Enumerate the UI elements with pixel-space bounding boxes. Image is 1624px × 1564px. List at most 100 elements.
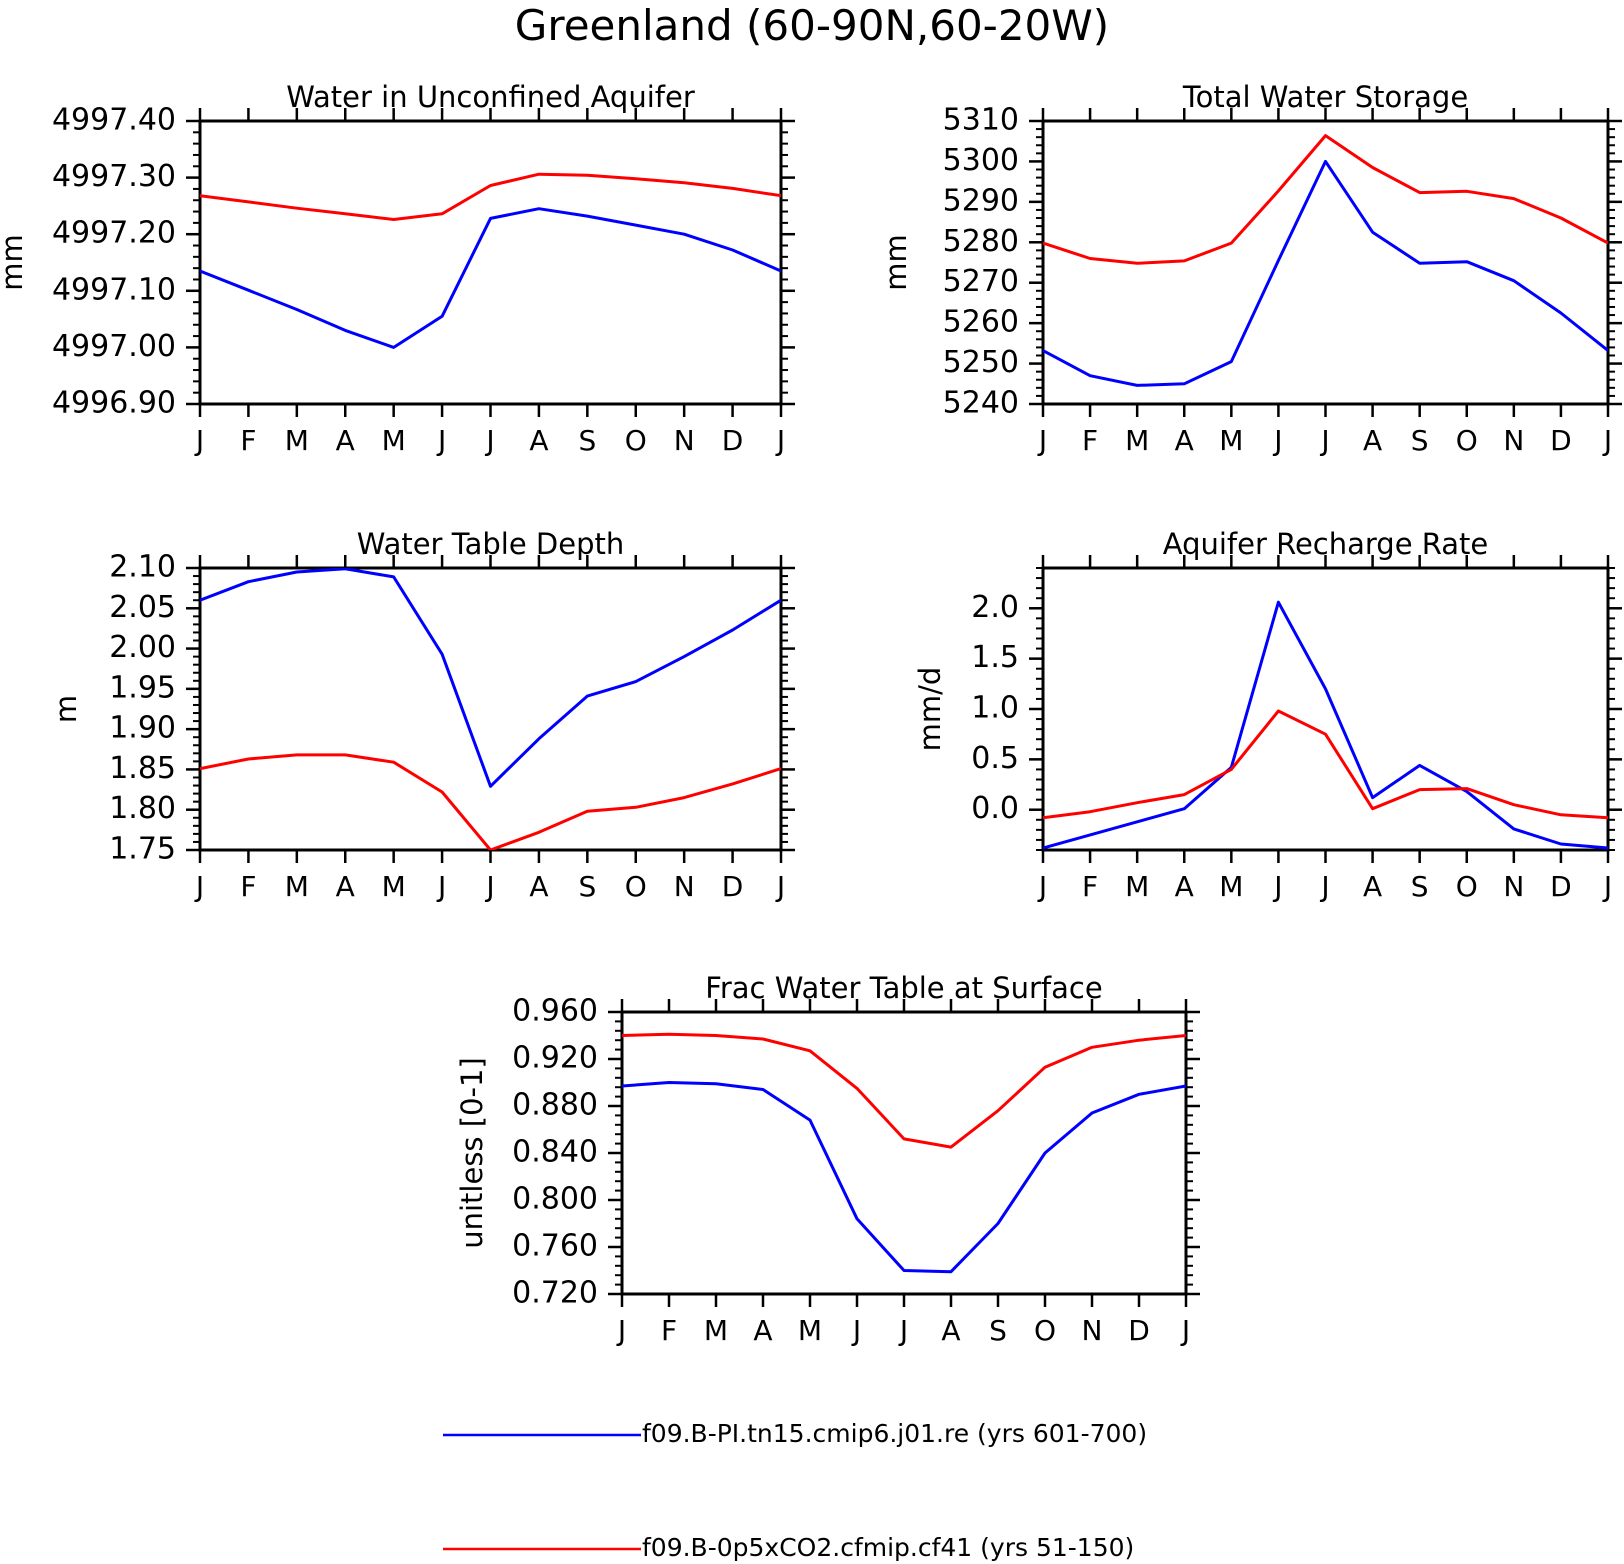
x-tick-label: N [1503,870,1524,903]
x-tick-label: F [661,1314,677,1347]
x-tick-label: J [1602,870,1612,903]
y-tick-label: 2.05 [109,590,176,625]
plot-frame [620,1010,1188,1296]
x-tick-label: J [484,870,494,903]
legend-item-1: f09.B-PI.tn15.cmip6.j01.re (yrs 601-700) [443,1419,1147,1448]
x-tick-label: D [1128,1314,1150,1347]
x-tick-label: S [578,424,596,457]
plot-frame [198,119,783,406]
series-line-1 [622,1081,1186,1274]
legend: f09.B-PI.tn15.cmip6.j01.re (yrs 601-700)… [443,1419,1147,1562]
x-tick-label: J [775,870,785,903]
x-tick-label: M [285,424,309,457]
x-tick-label: F [240,870,256,903]
x-tick-label: O [1456,870,1478,903]
series-line-1 [1043,600,1608,850]
y-axis-label: mm [0,234,29,291]
y-tick-label: 1.0 [971,691,1019,726]
x-tick-label: A [529,870,548,903]
y-axis-label: mm [879,234,913,291]
x-tick-label: A [1175,424,1194,457]
y-tick-label: 2.10 [109,550,176,585]
y-tick-label: 0.0 [971,791,1019,826]
legend-label: f09.B-0p5xCO2.cfmip.cf41 (yrs 51-150) [642,1533,1134,1562]
y-tick-label: 0.840 [512,1135,598,1170]
y-tick-label: 5290 [943,183,1019,218]
x-tick-label: A [1363,870,1382,903]
x-tick-label: N [1082,1314,1103,1347]
x-tick-label: M [1219,424,1243,457]
x-tick-label: J [1272,870,1282,903]
y-axis-label: m [49,695,83,723]
y-tick-label: 1.5 [971,640,1019,675]
x-tick-label: N [674,424,695,457]
x-tick-label: J [1272,424,1282,457]
x-tick-label: M [382,870,406,903]
figure-title: Greenland (60-90N,60-20W) [515,1,1109,50]
x-tick-label: J [436,870,446,903]
y-tick-label: 0.800 [512,1182,598,1217]
series-line-2 [1043,709,1608,820]
y-tick-label: 2.0 [971,590,1019,625]
x-tick-label: A [1175,870,1194,903]
series-line-1 [1043,159,1608,387]
x-tick-label: F [240,424,256,457]
x-tick-label: M [704,1314,728,1347]
y-tick-label: 1.75 [109,832,176,867]
x-tick-label: J [775,424,785,457]
y-tick-label: 5270 [943,264,1019,299]
x-tick-label: A [1363,424,1382,457]
x-tick-label: M [285,870,309,903]
x-tick-label: J [194,424,204,457]
x-tick-label: D [1550,424,1572,457]
y-tick-label: 4997.20 [52,216,176,251]
y-tick-label: 1.90 [109,711,176,746]
x-tick-label: J [1602,424,1612,457]
x-tick-label: O [625,870,647,903]
plot-frame [198,566,783,852]
series-line-2 [200,172,781,221]
y-tick-label: 5250 [943,345,1019,380]
y-tick-label: 4997.10 [52,272,176,307]
x-tick-label: M [1125,870,1149,903]
series-line-1 [200,568,781,788]
x-tick-label: A [529,424,548,457]
y-tick-label: 4997.00 [52,329,176,364]
y-axis-label: mm/d [913,667,947,752]
x-tick-label: A [336,870,355,903]
x-tick-label: O [1456,424,1478,457]
y-tick-label: 1.80 [109,791,176,826]
x-tick-label: N [674,870,695,903]
x-tick-label: J [1319,424,1329,457]
legend-label: f09.B-PI.tn15.cmip6.j01.re (yrs 601-700) [642,1419,1147,1448]
x-tick-label: S [578,870,596,903]
series-line-2 [1043,134,1608,265]
y-tick-label: 4997.40 [52,103,176,138]
x-tick-label: S [1411,870,1429,903]
x-tick-label: M [382,424,406,457]
x-tick-label: J [851,1314,861,1347]
y-tick-label: 0.920 [512,1041,598,1076]
x-tick-label: A [753,1314,772,1347]
x-tick-label: J [898,1314,908,1347]
y-tick-label: 5310 [943,103,1019,138]
x-tick-label: D [1550,870,1572,903]
x-tick-label: A [941,1314,960,1347]
x-tick-label: F [1082,424,1098,457]
series-line-1 [200,207,781,349]
y-tick-label: 1.95 [109,670,176,705]
y-tick-label: 2.00 [109,630,176,665]
x-tick-label: J [194,870,204,903]
y-tick-label: 0.960 [512,994,598,1029]
x-tick-label: O [625,424,647,457]
x-tick-label: J [1037,424,1047,457]
x-tick-label: J [484,424,494,457]
x-tick-label: A [336,424,355,457]
y-tick-label: 5240 [943,386,1019,421]
x-tick-label: S [1411,424,1429,457]
x-tick-label: D [722,424,744,457]
